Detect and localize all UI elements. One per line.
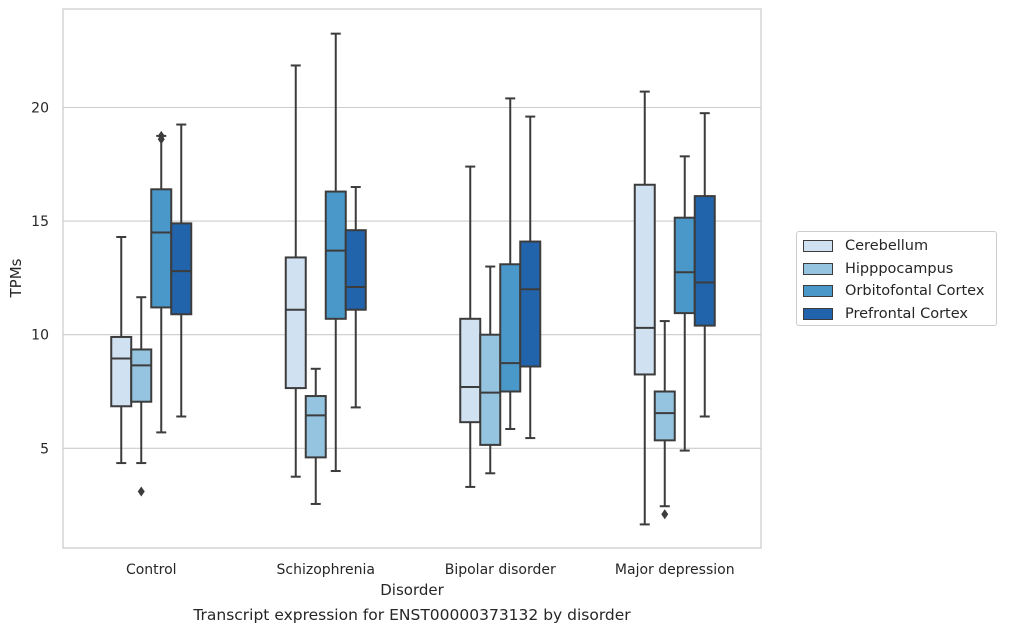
y-tick-label: 5 [40, 441, 49, 457]
legend-swatch [803, 285, 833, 298]
legend-swatch [803, 308, 833, 321]
box-iqr [324, 190, 347, 320]
box-group [673, 155, 696, 452]
legend-label: Prefrontal Cortex [845, 306, 968, 323]
box-group [110, 236, 133, 465]
y-tick-label: 20 [31, 101, 49, 117]
box-iqr [110, 335, 133, 408]
box-iqr [693, 195, 716, 327]
box-iqr [499, 263, 522, 393]
x-tick-label: Control [126, 562, 177, 578]
box-group [284, 64, 307, 478]
outlier-marker [157, 130, 165, 141]
outlier-marker [137, 486, 145, 497]
box-group [304, 367, 327, 505]
box-iqr [284, 256, 307, 390]
box-iqr [150, 188, 173, 309]
box-group [633, 90, 656, 526]
x-axis-label: Disorder [380, 581, 444, 599]
box-group [324, 32, 347, 473]
box-group [653, 320, 676, 520]
legend-label: Orbitofontal Cortex [845, 283, 985, 300]
y-tick-label: 10 [31, 328, 49, 344]
box-iqr [519, 240, 542, 368]
y-tick-label: 15 [31, 214, 49, 230]
x-tick-label: Bipolar disorder [445, 562, 556, 578]
legend-item: Hipppocampus [803, 258, 996, 281]
box-iqr [673, 216, 696, 315]
legend-item: Cerebellum [803, 235, 996, 258]
plot-frame [62, 8, 762, 549]
box-iqr [459, 317, 482, 424]
box-iqr [130, 348, 153, 403]
y-tick-labels: 5 10 15 20 [31, 101, 49, 458]
legend-label: Hipppocampus [845, 260, 954, 277]
legend-swatch [803, 240, 833, 253]
box-group [130, 296, 153, 497]
box-iqr [479, 333, 502, 446]
box-layer [110, 32, 716, 526]
chart-caption: Transcript expression for ENST0000037313… [193, 606, 631, 624]
legend-swatch [803, 262, 833, 275]
box-group [344, 186, 367, 409]
box-group [693, 112, 716, 418]
outlier-marker [661, 509, 669, 520]
box-iqr [304, 395, 327, 459]
box-group [150, 130, 173, 434]
x-tick-labels: Control Schizophrenia Bipolar disorder Majo… [126, 562, 735, 578]
box-iqr [344, 229, 367, 311]
box-group [499, 97, 522, 430]
box-iqr [170, 222, 193, 316]
y-axis-label: TPMs [7, 258, 25, 298]
box-group [459, 165, 482, 488]
box-group [519, 115, 542, 440]
box-iqr [633, 183, 656, 376]
x-tick-label: Major depression [615, 562, 735, 578]
legend-item: Orbitofontal Cortex [803, 280, 996, 303]
box-group [479, 265, 502, 475]
box-iqr [653, 390, 676, 442]
box-group [170, 123, 193, 418]
x-tick-label: Schizophrenia [277, 562, 375, 578]
legend-label: Cerebellum [845, 238, 929, 255]
legend: Cerebellum Hipppocampus Orbitofontal Corte… [796, 231, 997, 326]
legend-item: Prefrontal Cortex [803, 303, 996, 326]
